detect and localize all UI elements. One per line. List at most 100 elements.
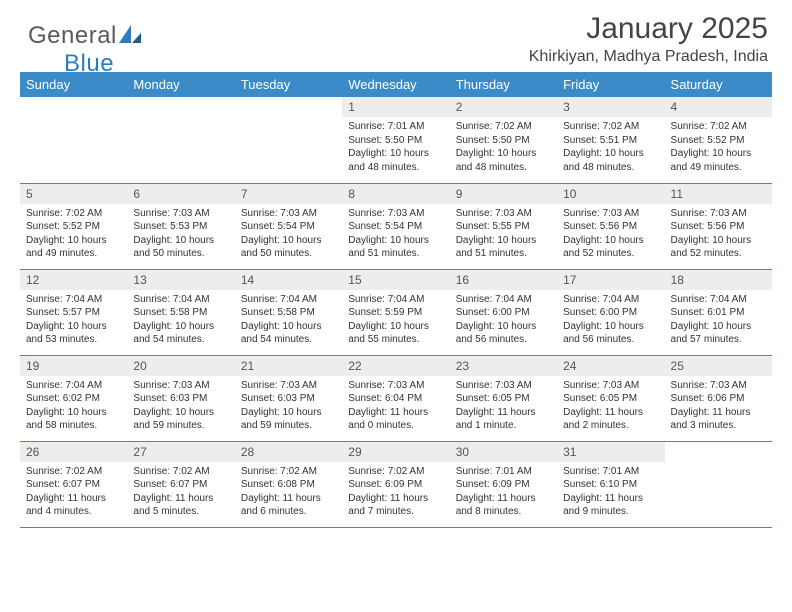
day-number: 2: [450, 97, 557, 117]
day-number: 27: [127, 442, 234, 462]
day-number: 17: [557, 270, 664, 290]
sunrise-text: Sunrise: 7:03 AM: [456, 379, 551, 393]
weekday-header: Thursday: [450, 72, 557, 97]
day-info: Sunrise: 7:03 AMSunset: 6:05 PMDaylight:…: [557, 376, 664, 435]
sunrise-text: Sunrise: 7:03 AM: [241, 207, 336, 221]
daylight-text: Daylight: 10 hours and 52 minutes.: [671, 234, 766, 261]
sunset-text: Sunset: 6:00 PM: [563, 306, 658, 320]
day-number: 25: [665, 356, 772, 376]
daylight-text: Daylight: 10 hours and 50 minutes.: [133, 234, 228, 261]
sunset-text: Sunset: 6:03 PM: [241, 392, 336, 406]
calendar-day-cell: 17Sunrise: 7:04 AMSunset: 6:00 PMDayligh…: [557, 269, 664, 355]
sunrise-text: Sunrise: 7:02 AM: [456, 120, 551, 134]
sunset-text: Sunset: 5:53 PM: [133, 220, 228, 234]
sunset-text: Sunset: 5:57 PM: [26, 306, 121, 320]
sunrise-text: Sunrise: 7:04 AM: [348, 293, 443, 307]
daylight-text: Daylight: 11 hours and 6 minutes.: [241, 492, 336, 519]
sunset-text: Sunset: 6:00 PM: [456, 306, 551, 320]
calendar-day-cell: 24Sunrise: 7:03 AMSunset: 6:05 PMDayligh…: [557, 355, 664, 441]
calendar-day-cell: 22Sunrise: 7:03 AMSunset: 6:04 PMDayligh…: [342, 355, 449, 441]
day-info: Sunrise: 7:03 AMSunset: 6:03 PMDaylight:…: [235, 376, 342, 435]
daylight-text: Daylight: 10 hours and 48 minutes.: [563, 147, 658, 174]
calendar-day-cell: [235, 97, 342, 183]
daylight-text: Daylight: 10 hours and 53 minutes.: [26, 320, 121, 347]
daylight-text: Daylight: 11 hours and 1 minute.: [456, 406, 551, 433]
day-info: Sunrise: 7:01 AMSunset: 6:10 PMDaylight:…: [557, 462, 664, 521]
day-number: 29: [342, 442, 449, 462]
calendar-week-row: 26Sunrise: 7:02 AMSunset: 6:07 PMDayligh…: [20, 441, 772, 527]
day-number: 6: [127, 184, 234, 204]
daylight-text: Daylight: 10 hours and 58 minutes.: [26, 406, 121, 433]
sunset-text: Sunset: 6:10 PM: [563, 478, 658, 492]
calendar-day-cell: 12Sunrise: 7:04 AMSunset: 5:57 PMDayligh…: [20, 269, 127, 355]
day-number: 31: [557, 442, 664, 462]
sunrise-text: Sunrise: 7:03 AM: [241, 379, 336, 393]
daylight-text: Daylight: 10 hours and 54 minutes.: [133, 320, 228, 347]
day-info: Sunrise: 7:03 AMSunset: 6:04 PMDaylight:…: [342, 376, 449, 435]
daylight-text: Daylight: 11 hours and 5 minutes.: [133, 492, 228, 519]
sunrise-text: Sunrise: 7:03 AM: [563, 379, 658, 393]
calendar-day-cell: 1Sunrise: 7:01 AMSunset: 5:50 PMDaylight…: [342, 97, 449, 183]
calendar-day-cell: 25Sunrise: 7:03 AMSunset: 6:06 PMDayligh…: [665, 355, 772, 441]
sunrise-text: Sunrise: 7:04 AM: [456, 293, 551, 307]
day-info: Sunrise: 7:02 AMSunset: 5:52 PMDaylight:…: [665, 117, 772, 176]
day-info: Sunrise: 7:04 AMSunset: 5:58 PMDaylight:…: [235, 290, 342, 349]
day-number: 26: [20, 442, 127, 462]
day-info: Sunrise: 7:04 AMSunset: 5:59 PMDaylight:…: [342, 290, 449, 349]
day-number: 12: [20, 270, 127, 290]
daylight-text: Daylight: 10 hours and 56 minutes.: [456, 320, 551, 347]
day-number: 21: [235, 356, 342, 376]
calendar-day-cell: 23Sunrise: 7:03 AMSunset: 6:05 PMDayligh…: [450, 355, 557, 441]
daylight-text: Daylight: 10 hours and 57 minutes.: [671, 320, 766, 347]
day-number: 15: [342, 270, 449, 290]
calendar-day-cell: [20, 97, 127, 183]
day-info: Sunrise: 7:03 AMSunset: 5:56 PMDaylight:…: [665, 204, 772, 263]
day-info: Sunrise: 7:02 AMSunset: 6:09 PMDaylight:…: [342, 462, 449, 521]
day-number: 8: [342, 184, 449, 204]
calendar-day-cell: 5Sunrise: 7:02 AMSunset: 5:52 PMDaylight…: [20, 183, 127, 269]
daylight-text: Daylight: 10 hours and 55 minutes.: [348, 320, 443, 347]
daylight-text: Daylight: 11 hours and 8 minutes.: [456, 492, 551, 519]
calendar-week-row: 1Sunrise: 7:01 AMSunset: 5:50 PMDaylight…: [20, 97, 772, 183]
day-info: Sunrise: 7:03 AMSunset: 5:55 PMDaylight:…: [450, 204, 557, 263]
day-info: Sunrise: 7:01 AMSunset: 6:09 PMDaylight:…: [450, 462, 557, 521]
daylight-text: Daylight: 11 hours and 9 minutes.: [563, 492, 658, 519]
calendar-day-cell: 4Sunrise: 7:02 AMSunset: 5:52 PMDaylight…: [665, 97, 772, 183]
calendar-day-cell: 13Sunrise: 7:04 AMSunset: 5:58 PMDayligh…: [127, 269, 234, 355]
sunset-text: Sunset: 5:50 PM: [348, 134, 443, 148]
day-info: Sunrise: 7:04 AMSunset: 6:01 PMDaylight:…: [665, 290, 772, 349]
calendar-week-row: 19Sunrise: 7:04 AMSunset: 6:02 PMDayligh…: [20, 355, 772, 441]
sunrise-text: Sunrise: 7:02 AM: [241, 465, 336, 479]
day-info: Sunrise: 7:02 AMSunset: 6:07 PMDaylight:…: [20, 462, 127, 521]
day-info: Sunrise: 7:03 AMSunset: 5:54 PMDaylight:…: [235, 204, 342, 263]
day-info: Sunrise: 7:01 AMSunset: 5:50 PMDaylight:…: [342, 117, 449, 176]
calendar-day-cell: 7Sunrise: 7:03 AMSunset: 5:54 PMDaylight…: [235, 183, 342, 269]
daylight-text: Daylight: 10 hours and 52 minutes.: [563, 234, 658, 261]
calendar-day-cell: 26Sunrise: 7:02 AMSunset: 6:07 PMDayligh…: [20, 441, 127, 527]
sunset-text: Sunset: 5:51 PM: [563, 134, 658, 148]
day-info: Sunrise: 7:04 AMSunset: 5:57 PMDaylight:…: [20, 290, 127, 349]
sunrise-text: Sunrise: 7:01 AM: [563, 465, 658, 479]
calendar-day-cell: 29Sunrise: 7:02 AMSunset: 6:09 PMDayligh…: [342, 441, 449, 527]
sunrise-text: Sunrise: 7:02 AM: [26, 207, 121, 221]
sunset-text: Sunset: 5:52 PM: [26, 220, 121, 234]
weekday-header: Saturday: [665, 72, 772, 97]
calendar-day-cell: 8Sunrise: 7:03 AMSunset: 5:54 PMDaylight…: [342, 183, 449, 269]
sunset-text: Sunset: 5:56 PM: [563, 220, 658, 234]
calendar-day-cell: 31Sunrise: 7:01 AMSunset: 6:10 PMDayligh…: [557, 441, 664, 527]
calendar-day-cell: 2Sunrise: 7:02 AMSunset: 5:50 PMDaylight…: [450, 97, 557, 183]
day-number: 23: [450, 356, 557, 376]
day-number: 9: [450, 184, 557, 204]
day-info: Sunrise: 7:02 AMSunset: 6:08 PMDaylight:…: [235, 462, 342, 521]
calendar-day-cell: 27Sunrise: 7:02 AMSunset: 6:07 PMDayligh…: [127, 441, 234, 527]
day-number: 20: [127, 356, 234, 376]
sunset-text: Sunset: 5:55 PM: [456, 220, 551, 234]
sunset-text: Sunset: 6:07 PM: [133, 478, 228, 492]
daylight-text: Daylight: 10 hours and 51 minutes.: [456, 234, 551, 261]
daylight-text: Daylight: 10 hours and 51 minutes.: [348, 234, 443, 261]
sunrise-text: Sunrise: 7:03 AM: [456, 207, 551, 221]
sunset-text: Sunset: 5:59 PM: [348, 306, 443, 320]
day-info: Sunrise: 7:04 AMSunset: 6:00 PMDaylight:…: [557, 290, 664, 349]
sunset-text: Sunset: 6:09 PM: [348, 478, 443, 492]
calendar-day-cell: 18Sunrise: 7:04 AMSunset: 6:01 PMDayligh…: [665, 269, 772, 355]
